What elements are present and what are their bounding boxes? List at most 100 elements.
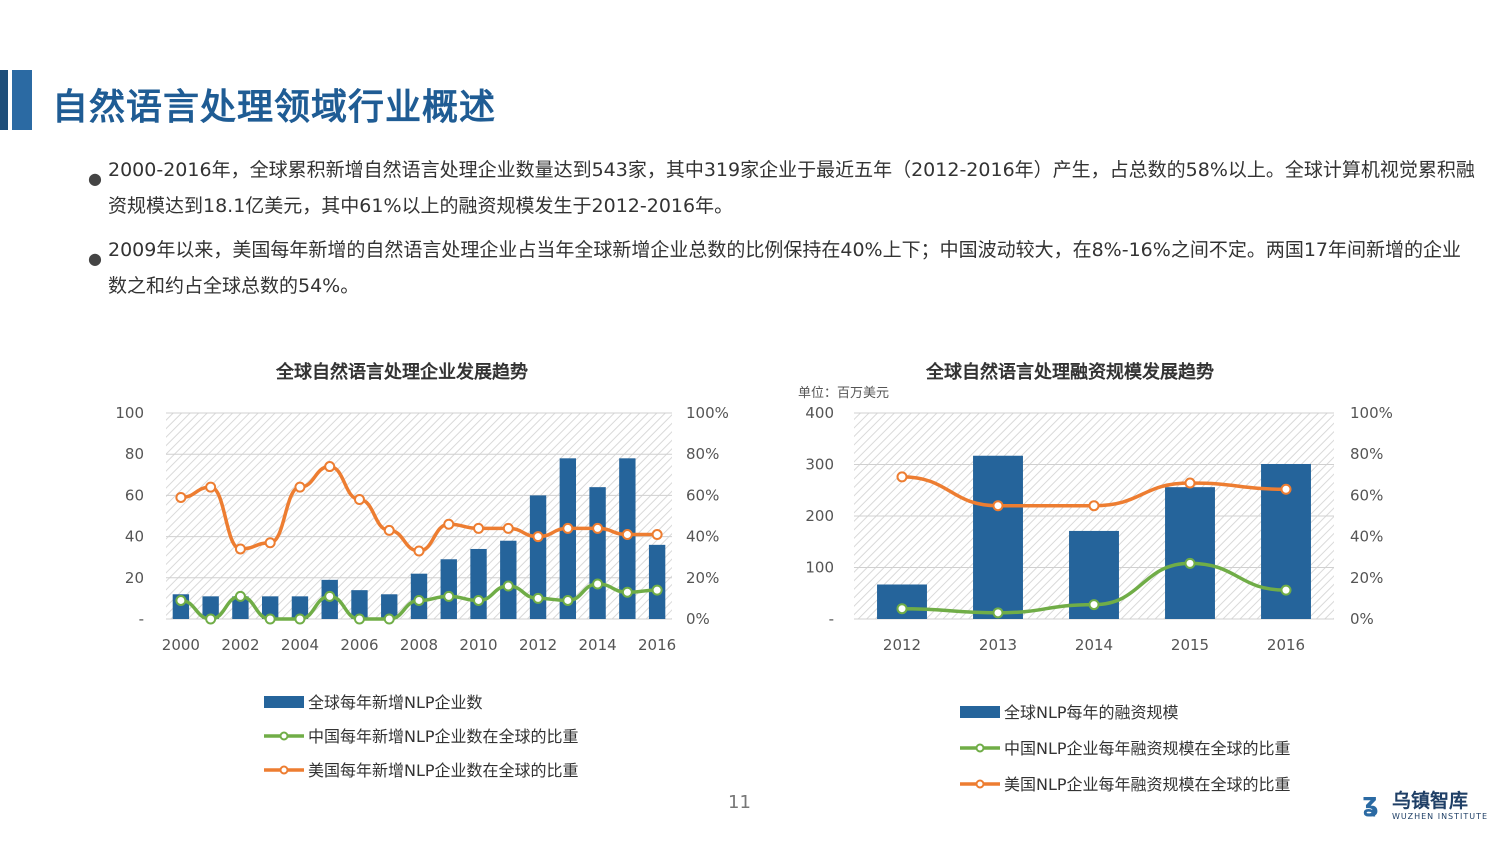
- wuzhen-logo: ʓ 乌镇智库 WUZHEN INSTITUTE: [1362, 786, 1487, 826]
- wuzhen-logo-icon: ʓ: [1362, 788, 1379, 818]
- line-point: [1184, 477, 1196, 489]
- bullet-dot-icon: ●: [88, 169, 102, 188]
- line-point: [502, 522, 514, 534]
- y-right-tick-label: 100%: [686, 404, 729, 422]
- line-point: [1280, 584, 1292, 596]
- line-point: [1184, 557, 1196, 569]
- logo-name: 乌镇智库: [1392, 790, 1469, 812]
- line-point: [992, 500, 1004, 512]
- x-tick-label: 2014: [1075, 636, 1113, 654]
- bar: [440, 559, 457, 619]
- y-right-tick-label: 60%: [1350, 486, 1383, 504]
- line-point: [1280, 483, 1292, 495]
- line-point: [621, 586, 633, 598]
- line-point: [413, 545, 425, 557]
- y-left-tick-label: -: [139, 610, 144, 628]
- line-point: [205, 481, 217, 493]
- y-left-tick-label: 40: [125, 528, 144, 546]
- y-right-tick-label: 20%: [686, 569, 719, 587]
- x-tick-label: 2006: [340, 636, 378, 654]
- legend-label: 全球每年新增NLP企业数: [308, 693, 483, 712]
- line-point: [473, 522, 485, 534]
- bar: [648, 544, 666, 619]
- y-right-tick-label: 40%: [1350, 528, 1383, 546]
- line-point: [896, 471, 908, 483]
- y-right-tick-label: 20%: [1350, 569, 1383, 587]
- bar: [470, 548, 487, 619]
- line-point: [205, 613, 217, 625]
- bar: [232, 596, 249, 619]
- line-point: [324, 461, 336, 473]
- x-tick-label: 2012: [883, 636, 921, 654]
- line-point: [264, 537, 276, 549]
- line-point: [294, 481, 306, 493]
- line-point: [592, 522, 604, 534]
- line-point: [353, 494, 365, 506]
- bullet-dot-icon: ●: [88, 249, 102, 268]
- bar: [381, 594, 398, 619]
- legend-swatch: [264, 696, 304, 708]
- y-left-tick-label: 200: [805, 507, 834, 525]
- x-tick-label: 2008: [400, 636, 438, 654]
- bar: [973, 455, 1023, 619]
- legend-label: 全球NLP每年的融资规模: [1004, 703, 1179, 722]
- x-tick-label: 2016: [638, 636, 676, 654]
- x-tick-label: 2002: [221, 636, 259, 654]
- line-point: [502, 580, 514, 592]
- line-point: [175, 594, 187, 606]
- y-left-tick-label: 100: [115, 404, 144, 422]
- bar: [500, 540, 517, 619]
- bullet-text: 2000-2016年，全球累积新增自然语言处理企业数量达到543家，其中319家…: [108, 159, 1475, 217]
- legend-label: 美国NLP企业每年融资规模在全球的比重: [1004, 775, 1291, 794]
- chart1-title: 全球自然语言处理企业发展趋势: [276, 362, 528, 383]
- x-tick-label: 2004: [281, 636, 319, 654]
- bar: [559, 458, 577, 619]
- legend-label: 中国每年新增NLP企业数在全球的比重: [308, 727, 579, 746]
- logo-subtitle: WUZHEN INSTITUTE: [1392, 812, 1489, 821]
- bar: [589, 487, 606, 619]
- chart2-title: 全球自然语言处理融资规模发展趋势: [926, 362, 1214, 383]
- legend-swatch: [960, 706, 1000, 718]
- bullet-item: ● 2009年以来，美国每年新增的自然语言处理企业占当年全球新增企业总数的比例保…: [88, 232, 1478, 304]
- y-left-tick-label: 300: [805, 456, 834, 474]
- bar: [529, 495, 547, 619]
- x-tick-label: 2015: [1171, 636, 1209, 654]
- line-point: [353, 613, 365, 625]
- line-point: [264, 613, 276, 625]
- line-point: [473, 594, 485, 606]
- line-point: [413, 594, 425, 606]
- line-point: [532, 592, 544, 604]
- line-point: [562, 594, 574, 606]
- line-point: [383, 524, 395, 536]
- line-point: [234, 590, 246, 602]
- x-tick-label: 2016: [1267, 636, 1305, 654]
- y-left-tick-label: 400: [805, 404, 834, 422]
- line-point: [175, 491, 187, 503]
- y-left-tick-label: -: [829, 610, 834, 628]
- y-left-tick-label: 100: [805, 559, 834, 577]
- legend-marker: [279, 765, 289, 775]
- bullet-item: ● 2000-2016年，全球累积新增自然语言处理企业数量达到543家，其中31…: [88, 152, 1478, 224]
- bullet-list: ● 2000-2016年，全球累积新增自然语言处理企业数量达到543家，其中31…: [88, 152, 1478, 312]
- bar: [261, 596, 279, 619]
- line-point: [234, 543, 246, 555]
- legend-label: 美国每年新增NLP企业数在全球的比重: [308, 761, 579, 780]
- y-left-tick-label: 60: [125, 486, 144, 504]
- page-number: 11: [728, 792, 751, 813]
- y-right-tick-label: 80%: [1350, 445, 1383, 463]
- page-title: 自然语言处理领域行业概述: [52, 87, 497, 128]
- line-point: [1088, 500, 1100, 512]
- line-point: [896, 603, 908, 615]
- line-point: [651, 584, 663, 596]
- bar: [291, 596, 309, 619]
- line-point: [324, 590, 336, 602]
- line-point: [562, 522, 574, 534]
- line-point: [443, 518, 455, 530]
- x-tick-label: 2010: [459, 636, 497, 654]
- bar: [1165, 487, 1215, 619]
- bar: [351, 590, 368, 619]
- y-right-tick-label: 80%: [686, 445, 719, 463]
- legend-marker: [975, 743, 985, 753]
- legend-label: 中国NLP企业每年融资规模在全球的比重: [1004, 739, 1291, 758]
